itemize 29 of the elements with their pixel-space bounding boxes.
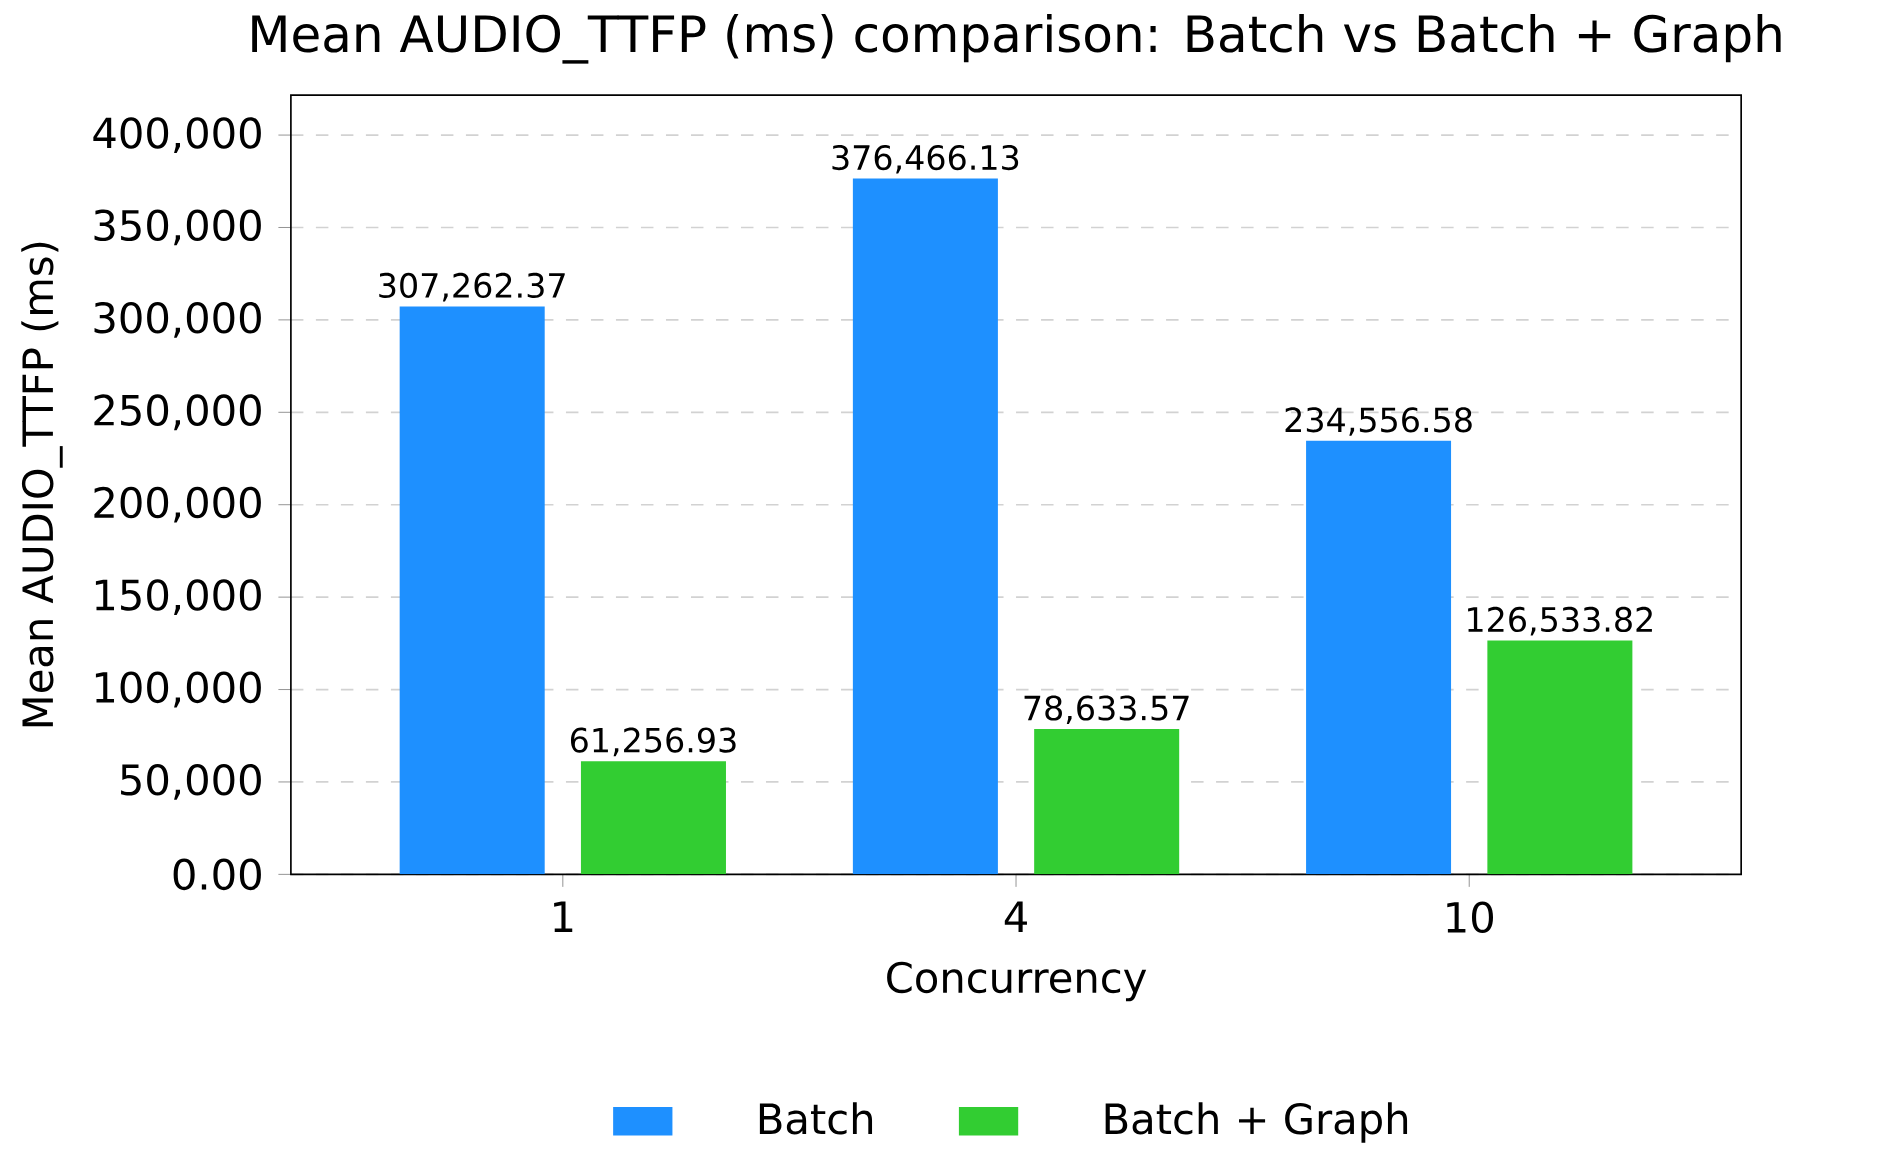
y-tick-label: 50,000 [121,764,261,800]
legend-label: Batch [759,1102,873,1135]
data-label: 126,533.82 [1468,606,1652,636]
y-tick-label: 100,000 [95,671,261,708]
bar [580,761,726,875]
legend-label: Batch + Graph [1105,1102,1408,1143]
x-tick-label: 1 [554,901,573,933]
data-label: 78,633.57 [1024,695,1189,725]
y-tick-label: 150,000 [95,579,261,616]
y-tick-label: 400,000 [93,117,261,154]
chart-title: Mean AUDIO_TTFP (ms) comparison: Batch vs Batch + Graph [252,13,1781,64]
y-tick-label: 200,000 [94,486,261,523]
bar [852,178,998,875]
data-label: 307,262.37 [379,272,565,302]
y-tick-label: 350,000 [94,209,261,246]
y-tick-label: 0.00 [173,858,261,891]
bar [1306,440,1452,875]
y-tick-label: 300,000 [94,302,261,338]
data-label: 61,256.93 [570,727,736,757]
x-tick-label: 4 [1004,901,1027,933]
y-axis-title: Mean AUDIO_TTFP (ms) [21,242,63,727]
bar [1034,729,1180,875]
data-label: 234,556.58 [1285,407,1472,436]
bar [399,306,545,875]
y-tick-label: 250,000 [94,394,261,431]
bar [1487,640,1633,875]
x-axis-title: Concurrency [887,961,1147,1002]
data-label: 376,466.13 [832,144,1019,174]
x-tick-label: 10 [1447,901,1494,934]
